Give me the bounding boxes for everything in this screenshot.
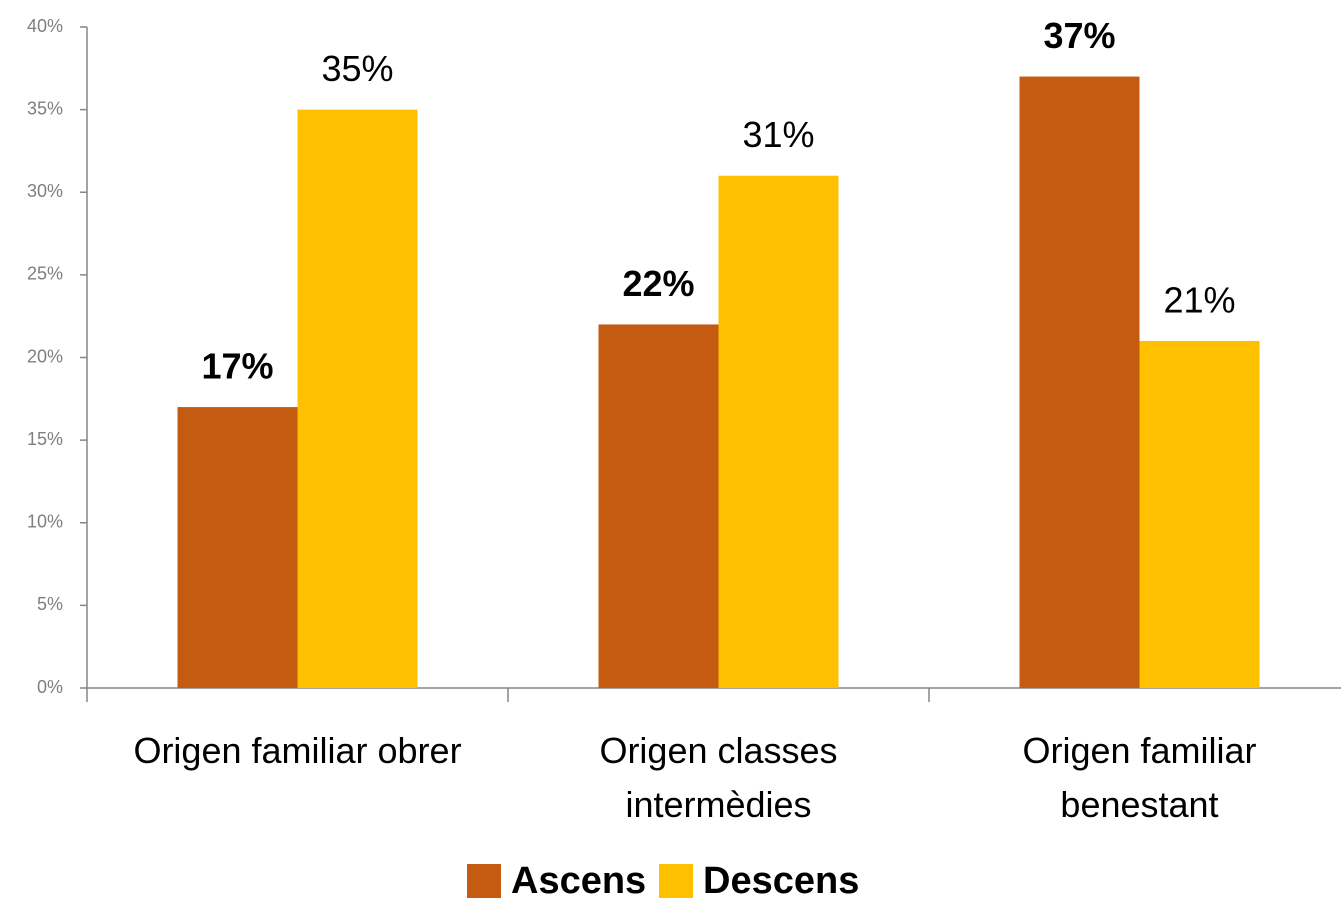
y-tick-label: 10%: [27, 512, 63, 532]
x-tick-label: Origen familiar benestant: [1022, 730, 1257, 825]
y-tick-label: 15%: [27, 429, 63, 449]
data-label: 22%: [622, 263, 694, 304]
bar: [1139, 340, 1260, 688]
y-tick-label: 20%: [27, 346, 63, 366]
data-label: 31%: [742, 114, 814, 155]
y-tick-label: 0%: [37, 677, 63, 697]
y-tick-label: 5%: [37, 594, 63, 614]
y-tick-label: 30%: [27, 181, 63, 201]
bar: [718, 175, 839, 689]
legend-swatch: [659, 864, 693, 898]
data-label: 37%: [1043, 15, 1115, 56]
y-tick-label: 35%: [27, 98, 63, 118]
x-tick-label: Origen familiar obrer: [133, 730, 462, 771]
data-label: 21%: [1163, 279, 1235, 320]
x-tick-label: Origen classes intermèdies: [599, 730, 838, 825]
bar: [1019, 76, 1140, 688]
y-tick-label: 25%: [27, 264, 63, 284]
legend-swatch: [467, 864, 501, 898]
legend-label: Descens: [703, 860, 859, 902]
bar: [297, 109, 418, 688]
bar: [598, 324, 719, 688]
data-label: 17%: [201, 346, 273, 387]
legend-label: Ascens: [511, 860, 646, 902]
bar: [177, 407, 298, 688]
y-tick-label: 40%: [27, 16, 63, 36]
data-label: 35%: [321, 48, 393, 89]
